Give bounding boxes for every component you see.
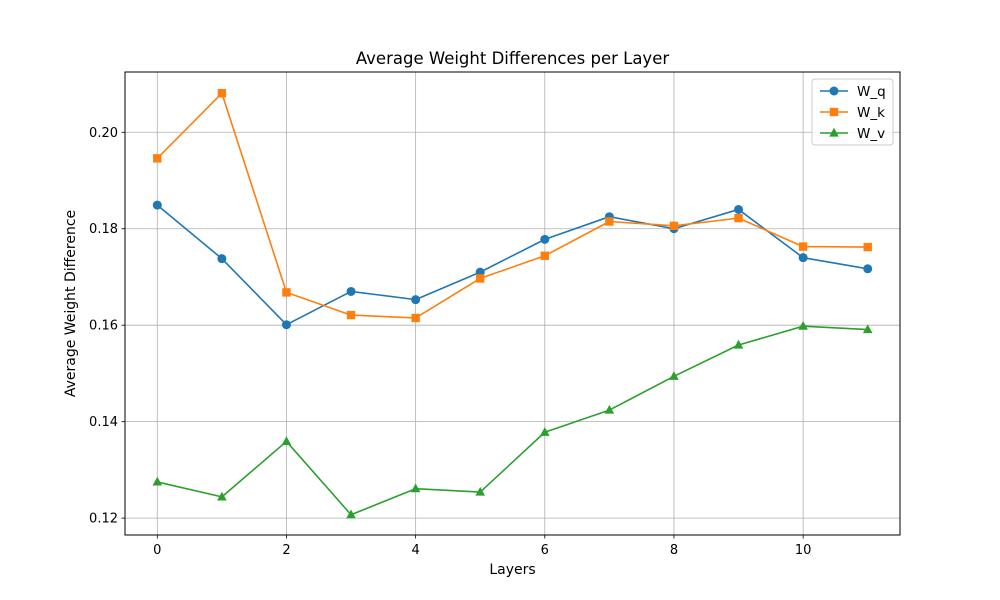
x-tick-label: 6: [541, 543, 549, 558]
data-point-w-k: [346, 310, 356, 320]
x-axis-title: Layers: [489, 562, 535, 578]
legend-marker-w-v: [829, 127, 839, 137]
y-tick-label: 0.18: [89, 222, 118, 237]
y-axis-title: Average Weight Difference: [63, 210, 79, 397]
legend-marker-w-q: [829, 86, 839, 96]
legend-item-w-k: W_k: [820, 105, 885, 121]
data-point-w-k: [282, 288, 291, 297]
x-tick-label: 0: [153, 543, 161, 558]
chart-title: Average Weight Differences per Layer: [356, 49, 670, 68]
series-line-w-q: [156, 204, 868, 326]
data-point-w-k: [734, 213, 743, 223]
y-tick-label: 0.14: [89, 415, 118, 430]
data-point-w-v: [410, 483, 421, 493]
y-tick-label: 0.16: [89, 319, 118, 334]
data-point-w-q: [863, 264, 873, 274]
legend-box: [811, 78, 894, 146]
data-point-w-q: [217, 254, 227, 264]
x-tick-label: 10: [795, 543, 812, 558]
plot-series: [152, 89, 873, 519]
legend-label: W_k: [857, 105, 885, 121]
y-tick-label: 0.20: [89, 126, 118, 141]
x-tick-label: 2: [282, 543, 290, 558]
legend-item-w-q: W_q: [820, 84, 886, 100]
data-point-w-k: [540, 251, 549, 260]
data-point-w-q: [152, 200, 162, 210]
axis-ticks: 0 2 4 6 8 10 0.12 0.14 0.16 0.18 0.20: [89, 126, 811, 558]
series-w-v: [152, 320, 873, 519]
data-point-w-q: [281, 320, 291, 330]
legend-item-w-v: W_v: [820, 126, 885, 142]
data-point-w-k: [605, 217, 614, 226]
legend-marker-w-k: [829, 107, 839, 117]
data-point-w-v: [152, 476, 163, 486]
data-point-w-q: [346, 286, 356, 296]
data-point-w-k: [217, 89, 227, 98]
data-point-w-k: [863, 242, 872, 252]
data-point-w-q: [411, 295, 421, 305]
y-tick-label: 0.12: [89, 512, 118, 527]
data-point-w-q: [798, 253, 808, 263]
data-point-w-v: [539, 427, 550, 436]
series-line-w-k: [156, 92, 868, 319]
series-line-w-v: [157, 325, 868, 516]
x-tick-label: 4: [411, 543, 419, 558]
plot-frame: [124, 71, 901, 536]
data-point-w-v: [475, 486, 486, 496]
data-point-w-v: [798, 320, 808, 330]
data-point-w-v: [217, 491, 227, 501]
data-point-w-k: [798, 242, 808, 251]
data-point-w-v: [281, 436, 292, 446]
data-point-w-v: [604, 404, 615, 414]
data-point-w-k: [669, 221, 679, 231]
data-point-w-k: [411, 313, 420, 323]
legend-label: W_q: [857, 84, 886, 100]
legend-label: W_v: [857, 126, 885, 142]
data-point-w-q: [540, 234, 550, 244]
legend: W_q W_k W_v: [811, 78, 894, 146]
data-point-w-v: [733, 339, 744, 349]
series-w-k: [153, 89, 872, 323]
x-tick-label: 8: [670, 543, 678, 558]
data-point-w-v: [346, 509, 356, 519]
data-point-w-k: [476, 274, 485, 283]
data-point-w-k: [153, 154, 162, 163]
data-point-w-v: [862, 324, 873, 334]
data-point-w-q: [734, 204, 744, 214]
data-point-w-v: [669, 371, 679, 380]
